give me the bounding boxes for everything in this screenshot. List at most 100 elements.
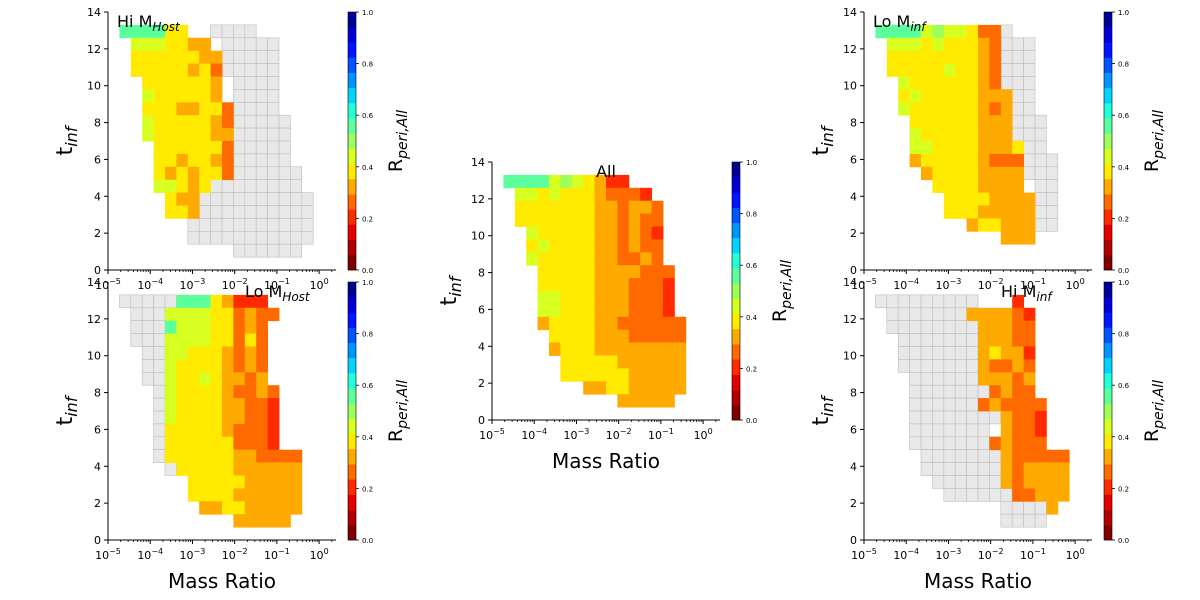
grey-cell <box>153 307 166 321</box>
colorbar-swatch <box>1104 312 1112 328</box>
grey-cell <box>255 166 268 181</box>
y-tick-label: 12 <box>843 43 857 56</box>
colorbar-swatch <box>1104 239 1112 256</box>
heatmap-cell <box>176 462 234 476</box>
grey-cell <box>1023 76 1036 90</box>
grey-cell <box>278 140 291 155</box>
grey-cell <box>943 320 956 334</box>
heatmap-cell <box>898 89 910 103</box>
heatmap-cell <box>651 213 664 227</box>
heatmap-cell <box>989 153 1024 168</box>
grey-cell <box>954 371 967 386</box>
grey-cell <box>153 294 166 309</box>
grey-cell <box>233 153 246 168</box>
heatmap-cell <box>233 359 246 373</box>
grey-cell <box>897 346 910 360</box>
colorbar-swatch <box>732 359 740 375</box>
heatmap-cell <box>1012 449 1070 463</box>
heatmap-cell <box>640 239 664 253</box>
heatmap-cell <box>606 252 618 266</box>
colorbar-swatch <box>732 389 740 406</box>
y-tick-label: 0 <box>94 534 101 547</box>
grey-cell <box>1011 50 1024 64</box>
heatmap-cell <box>130 37 166 52</box>
grey-cell <box>966 359 979 373</box>
heatmap-cell <box>560 291 595 305</box>
heatmap-cell <box>153 115 211 129</box>
heatmap-cell <box>909 153 922 168</box>
heatmap-cell <box>153 128 211 142</box>
heatmap-cell <box>1000 398 1024 412</box>
grey-cell <box>1034 153 1047 168</box>
y-tick-label: 10 <box>843 80 857 93</box>
colorbar-swatch <box>348 224 356 240</box>
grey-cell <box>875 294 888 309</box>
grey-cell <box>897 320 910 334</box>
colorbar-tick-label: 0.2 <box>1118 215 1129 223</box>
heatmap-cell <box>176 153 189 168</box>
heatmap-cell <box>187 423 200 438</box>
colorbar-swatch <box>348 388 356 404</box>
y-tick-label: 12 <box>87 313 101 326</box>
grey-cell <box>1000 37 1013 51</box>
heatmap-cell <box>1000 218 1036 232</box>
y-tick-label: 6 <box>94 153 101 166</box>
colorbar-tick-label: 0.6 <box>362 112 374 120</box>
colorbar-tick-label: 0.4 <box>1118 164 1130 172</box>
heatmap-cell <box>1012 462 1024 476</box>
colorbar-tick-label: 1.0 <box>1118 9 1129 17</box>
colorbar-swatch <box>1104 342 1112 359</box>
colorbar-swatch <box>348 464 356 480</box>
heatmap-cell <box>1012 320 1024 334</box>
grey-cell <box>233 127 246 142</box>
grey-cell <box>966 462 979 476</box>
grey-cell <box>255 153 268 168</box>
colorbar-swatch <box>348 239 356 256</box>
colorbar-swatch <box>348 373 356 389</box>
colorbar-swatch <box>732 313 740 330</box>
heatmap-cell <box>244 294 268 309</box>
heatmap-cell <box>142 115 154 129</box>
grey-cell <box>290 231 303 245</box>
heatmap-cell <box>617 394 675 408</box>
grey-cell <box>153 359 166 373</box>
colorbar-swatch <box>348 12 356 28</box>
heatmap-cell <box>256 346 268 360</box>
heatmap-cell <box>153 153 177 168</box>
heatmap-cell <box>1000 449 1013 463</box>
grey-cell <box>943 449 956 463</box>
grey-cell <box>954 436 967 450</box>
colorbar-swatch <box>1104 87 1112 104</box>
colorbar-tick-label: 1.0 <box>362 9 373 17</box>
heatmap-cell <box>153 166 166 181</box>
heatmap-cell <box>1000 475 1013 489</box>
grey-cell <box>244 205 257 219</box>
grey-cell <box>1034 114 1047 129</box>
heatmap-cell <box>640 213 652 227</box>
heatmap-cell <box>233 488 303 502</box>
grey-cell <box>920 320 933 334</box>
heatmap-cell <box>514 187 538 202</box>
heatmap-cell <box>560 368 607 382</box>
grey-cell <box>233 102 246 116</box>
grey-cell <box>267 89 280 103</box>
heatmap-cell <box>526 226 538 240</box>
grey-cell <box>255 127 268 142</box>
x-tick-label: 10−3 <box>180 277 206 292</box>
grey-cell <box>966 294 979 309</box>
colorbar-swatch <box>348 148 356 165</box>
heatmap-cell <box>199 372 211 386</box>
heatmap-cell <box>267 385 280 399</box>
y-tick-label: 2 <box>850 497 857 510</box>
heatmap-cell <box>978 89 1013 103</box>
heatmap-cell <box>210 294 223 309</box>
heatmap-cell <box>628 329 687 343</box>
grey-cell <box>301 218 314 232</box>
heatmap-cell <box>594 213 607 227</box>
grey-cell <box>210 205 223 219</box>
heatmap-cell <box>267 398 280 412</box>
heatmap-cell <box>210 307 234 322</box>
grey-cell <box>301 192 314 206</box>
heatmap-cell <box>233 423 246 438</box>
heatmap-cell <box>617 213 630 227</box>
